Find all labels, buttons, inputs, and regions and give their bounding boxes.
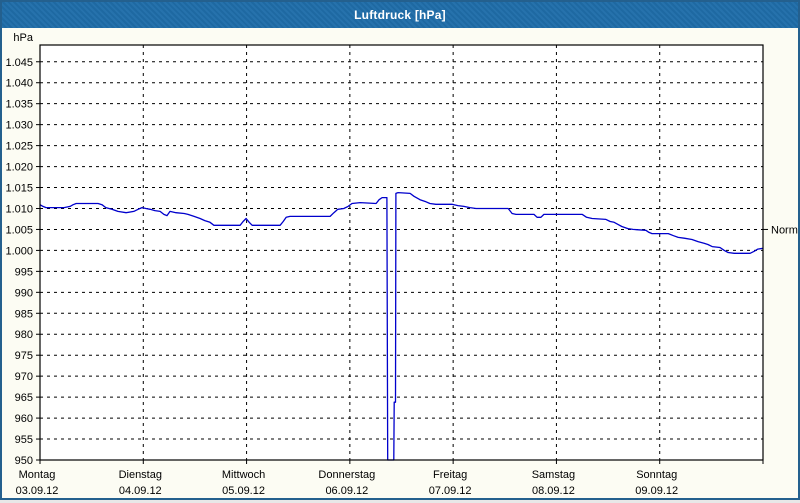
y-axis-tick-label: 990 <box>15 287 33 299</box>
y-axis-tick-label: 975 <box>15 350 33 362</box>
y-axis-tick-label: 955 <box>15 434 33 446</box>
y-axis-tick-label: 1.005 <box>5 224 33 236</box>
y-axis-tick-label: 980 <box>15 329 33 341</box>
x-axis-date-label: 06.09.12 <box>325 485 368 497</box>
y-axis-unit-label: hPa <box>13 32 33 44</box>
y-axis-tick-label: 1.030 <box>5 120 33 132</box>
x-axis-date-label: 03.09.12 <box>16 485 59 497</box>
x-axis-day-label: Donnerstag <box>318 469 375 481</box>
y-axis-tick-label: 1.040 <box>5 78 33 90</box>
x-axis-day-label: Freitag <box>433 469 467 481</box>
x-axis-day-label: Mittwoch <box>222 469 265 481</box>
x-axis-day-label: Dienstag <box>119 469 162 481</box>
chart-content: 1.045 1.040 1.035 1.030 1.025 1.020 1.015 1.010… <box>2 28 800 498</box>
y-axis-tick-label: 965 <box>15 392 33 404</box>
y-axis-tick-label: 1.000 <box>5 245 33 257</box>
y-axis-tick-label: 970 <box>15 371 33 383</box>
normal-marker-label: Normal <box>771 224 798 236</box>
x-axis-date-label: 07.09.12 <box>429 485 472 497</box>
x-axis-day-label: Samstag <box>532 469 575 481</box>
x-axis-date-label: 09.09.12 <box>635 485 678 497</box>
y-axis-tick-label: 950 <box>15 455 33 467</box>
x-axis-day-label: Sonntag <box>636 469 677 481</box>
plot-frame <box>39 44 764 461</box>
window-titlebar[interactable]: Luftdruck [hPa] <box>2 2 798 28</box>
y-axis-tick-label: 1.045 <box>5 57 33 69</box>
y-axis-tick-label: 1.035 <box>5 99 33 111</box>
x-axis-day-label: Montag <box>19 469 56 481</box>
plot-background <box>40 45 763 460</box>
pressure-line-chart: 1.045 1.040 1.035 1.030 1.025 1.020 1.015 1.010… <box>5 32 800 497</box>
window-title: Luftdruck [hPa] <box>354 8 446 22</box>
y-axis-tick-label: 985 <box>15 308 33 320</box>
y-axis-tick-label: 1.010 <box>5 203 33 215</box>
x-axis-date-label: 05.09.12 <box>222 485 265 497</box>
y-axis-tick-label: 960 <box>15 413 33 425</box>
y-axis-tick-label: 1.015 <box>5 183 33 195</box>
y-axis-tick-label: 995 <box>15 266 33 278</box>
x-axis-date-label: 08.09.12 <box>532 485 575 497</box>
y-axis-tick-label: 1.020 <box>5 162 33 174</box>
x-axis-date-label: 04.09.12 <box>119 485 162 497</box>
y-axis-tick-label: 1.025 <box>5 141 33 153</box>
